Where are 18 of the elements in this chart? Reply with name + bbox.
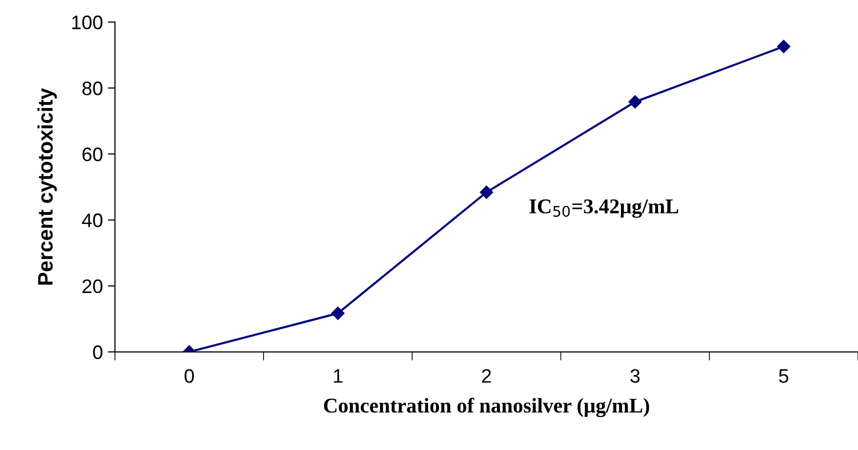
point xyxy=(628,95,642,108)
point xyxy=(331,306,344,320)
y-tick-label: 0 xyxy=(93,345,102,360)
y-tick-label: 20 xyxy=(82,279,102,294)
x-tick-label: 1 xyxy=(334,369,342,383)
x-tick-label: 3 xyxy=(630,369,640,383)
x-tick-label: 2 xyxy=(482,369,491,383)
point xyxy=(777,40,790,54)
x-tick-label: 0 xyxy=(184,369,194,383)
point xyxy=(480,186,494,199)
x-axis-title: Concentration of nanosilver (µg/mL) xyxy=(324,398,650,418)
annotation: IC$_{50}$=3.42µg/mL xyxy=(530,199,678,218)
y-axis-title: Percent cytotoxicity xyxy=(37,88,57,285)
y-tick-label: 40 xyxy=(82,213,102,228)
x-tick-label: 5 xyxy=(779,369,788,383)
y-tick-label: 60 xyxy=(82,147,102,162)
y-tick-label: 80 xyxy=(82,81,102,96)
y-tick-label: 100 xyxy=(72,16,102,30)
